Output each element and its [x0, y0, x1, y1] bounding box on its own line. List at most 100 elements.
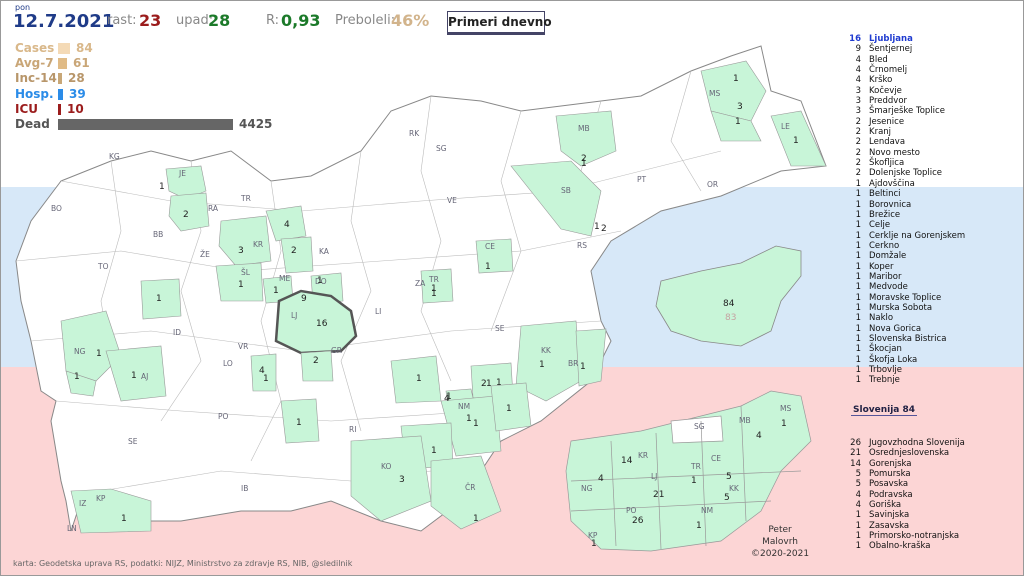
region-abbr-3: KR	[638, 451, 648, 460]
muni-name: Domžale	[869, 251, 907, 262]
mini-count-today: 84	[723, 299, 735, 309]
muni-row[interactable]: 1 Ajdovščina	[849, 179, 965, 189]
region-row[interactable]: 5 Posavska	[849, 479, 965, 489]
mini-country-shape[interactable]	[655, 245, 802, 347]
region-name: Jugovzhodna Slovenija	[869, 438, 965, 448]
muni-count: 2	[855, 127, 861, 138]
muni-row[interactable]: 2 Kranj	[849, 127, 965, 137]
muni-row[interactable]: 1 Brežice	[849, 210, 965, 220]
muni-row[interactable]: 2 Jesenice	[849, 117, 965, 127]
region-row[interactable]: 1 Primorsko-notranjska	[849, 531, 965, 541]
muni-row[interactable]: 1 Škocjan	[849, 344, 965, 354]
muni-row[interactable]: 16 Ljubljana	[849, 34, 965, 44]
region-abbr-1: MB	[739, 416, 751, 425]
muni-row[interactable]: 1 Trebnje	[849, 375, 965, 385]
muni-row[interactable]: 3 Kočevje	[849, 86, 965, 96]
muni-row[interactable]: 1 Murska Sobota	[849, 303, 965, 313]
legend-value-inc14: 28	[68, 71, 85, 86]
municipality-list: 16 Ljubljana 9 Šentjernej 4 Bled 4 Črnomelj 4 Krš…	[849, 34, 965, 386]
region-count-5: 21	[653, 490, 664, 500]
region-row[interactable]: 4 Podravska	[849, 490, 965, 500]
muni-row[interactable]: 2 Lendava	[849, 137, 965, 147]
upad-value: 28	[208, 11, 231, 30]
muni-row[interactable]: 2 Dolenjske Toplice	[849, 168, 965, 178]
muni-count: 1	[855, 271, 861, 282]
muni-row[interactable]: 1 Borovnica	[849, 200, 965, 210]
muni-count-4: 2	[291, 246, 297, 256]
muni-row[interactable]: 3 Šmarješke Toplice	[849, 106, 965, 116]
region-count: 14	[850, 458, 861, 469]
region-row[interactable]: 21 Osrednjeslovenska	[849, 448, 965, 458]
muni-count-43: 1	[466, 414, 472, 424]
positive-municipalities[interactable]	[60, 60, 827, 534]
muni-row[interactable]: 4 Bled	[849, 55, 965, 65]
muni-row[interactable]: 1 Domžale	[849, 251, 965, 261]
muni-row[interactable]: 1 Moravske Toplice	[849, 293, 965, 303]
muni-count-22: 1	[296, 418, 302, 428]
muni-count-31: 1	[473, 419, 479, 429]
muni-row[interactable]: 1 Beltinci	[849, 189, 965, 199]
muni-row[interactable]: 1 Nova Gorica	[849, 324, 965, 334]
muni-row[interactable]: 1 Celje	[849, 220, 965, 230]
region-count-4: 4	[598, 474, 604, 484]
muni-count: 1	[855, 302, 861, 313]
region-name: Obalno-kraška	[869, 541, 931, 552]
muni-row[interactable]: 4 Črnomelj	[849, 65, 965, 75]
region-row[interactable]: 1 Savinjska	[849, 510, 965, 520]
muni-count-39: 4	[259, 366, 265, 376]
legend-bar-cases	[58, 43, 70, 54]
region-selector[interactable]: Slovenija 84	[851, 405, 918, 416]
muni-row[interactable]: 3 Preddvor	[849, 96, 965, 106]
region-map[interactable]	[565, 390, 812, 552]
muni-row[interactable]: 1 Škofja Loka	[849, 355, 965, 365]
muni-count: 1	[855, 375, 861, 386]
region-name: Pomurska	[869, 469, 911, 480]
muni-row[interactable]: 9 Šentjernej	[849, 44, 965, 54]
muni-count: 16	[849, 34, 861, 44]
muni-count: 4	[855, 54, 861, 65]
muni-moravske	[710, 110, 762, 142]
muni-row[interactable]: 1 Trbovlje	[849, 365, 965, 375]
muni-lendava	[770, 110, 827, 167]
muni-abbr-2: BO	[51, 204, 62, 213]
muni-abbr-5: RK	[409, 129, 420, 138]
region-row[interactable]: 4 Goriška	[849, 500, 965, 510]
muni-count-7: 1	[273, 286, 279, 296]
muni-abbr-13: VE	[447, 196, 457, 205]
muni-row[interactable]: 1 Slovenska Bistrica	[849, 334, 965, 344]
region-row[interactable]: 14 Gorenjska	[849, 459, 965, 469]
muni-row[interactable]: 1 Cerkno	[849, 241, 965, 251]
muni-row[interactable]: 1 Maribor	[849, 272, 965, 282]
muni-count-30: 1	[506, 404, 512, 414]
region-row[interactable]: 1 Zasavska	[849, 521, 965, 531]
region-name: Podravska	[869, 489, 913, 500]
muni-count-28: 1	[486, 379, 492, 389]
muni-abbr-7: MB	[578, 124, 590, 133]
muni-row[interactable]: 2 Škofljica	[849, 158, 965, 168]
muni-abbr-40: SE	[128, 437, 138, 446]
region-row[interactable]: 26 Jugovzhodna Slovenija	[849, 438, 965, 448]
region-count-7: 5	[724, 493, 730, 503]
region-row[interactable]: 5 Pomurska	[849, 469, 965, 479]
muni-abbr-25: ŠL	[241, 268, 251, 277]
muni-row[interactable]: 1 Cerklje na Gorenjskem	[849, 231, 966, 241]
muni-count: 1	[855, 292, 861, 303]
region-count: 26	[850, 438, 861, 448]
muni-row[interactable]: 1 Medvode	[849, 282, 965, 292]
muni-row[interactable]: 4 Krško	[849, 75, 965, 85]
muni-name: Koper	[869, 261, 894, 272]
primeri-dnevno-button[interactable]: Primeri dnevno	[447, 11, 552, 35]
muni-row[interactable]: 1 Koper	[849, 262, 965, 272]
muni-abbr-20: TO	[97, 262, 109, 271]
region-abbr-10: NM	[701, 506, 713, 515]
region-row[interactable]: 1 Obalno-kraška	[849, 541, 965, 551]
muni-row[interactable]: 1 Naklo	[849, 313, 965, 323]
muni-abbr-21: ME	[279, 274, 290, 283]
muni-count-1: 2	[183, 210, 189, 220]
muni-skofljica	[300, 350, 334, 382]
legend-value-dead: 4425	[239, 117, 273, 131]
muni-abbr-36: LO	[223, 359, 233, 368]
muni-row[interactable]: 2 Novo mesto	[849, 148, 965, 158]
main-country-shape[interactable]	[15, 45, 827, 532]
